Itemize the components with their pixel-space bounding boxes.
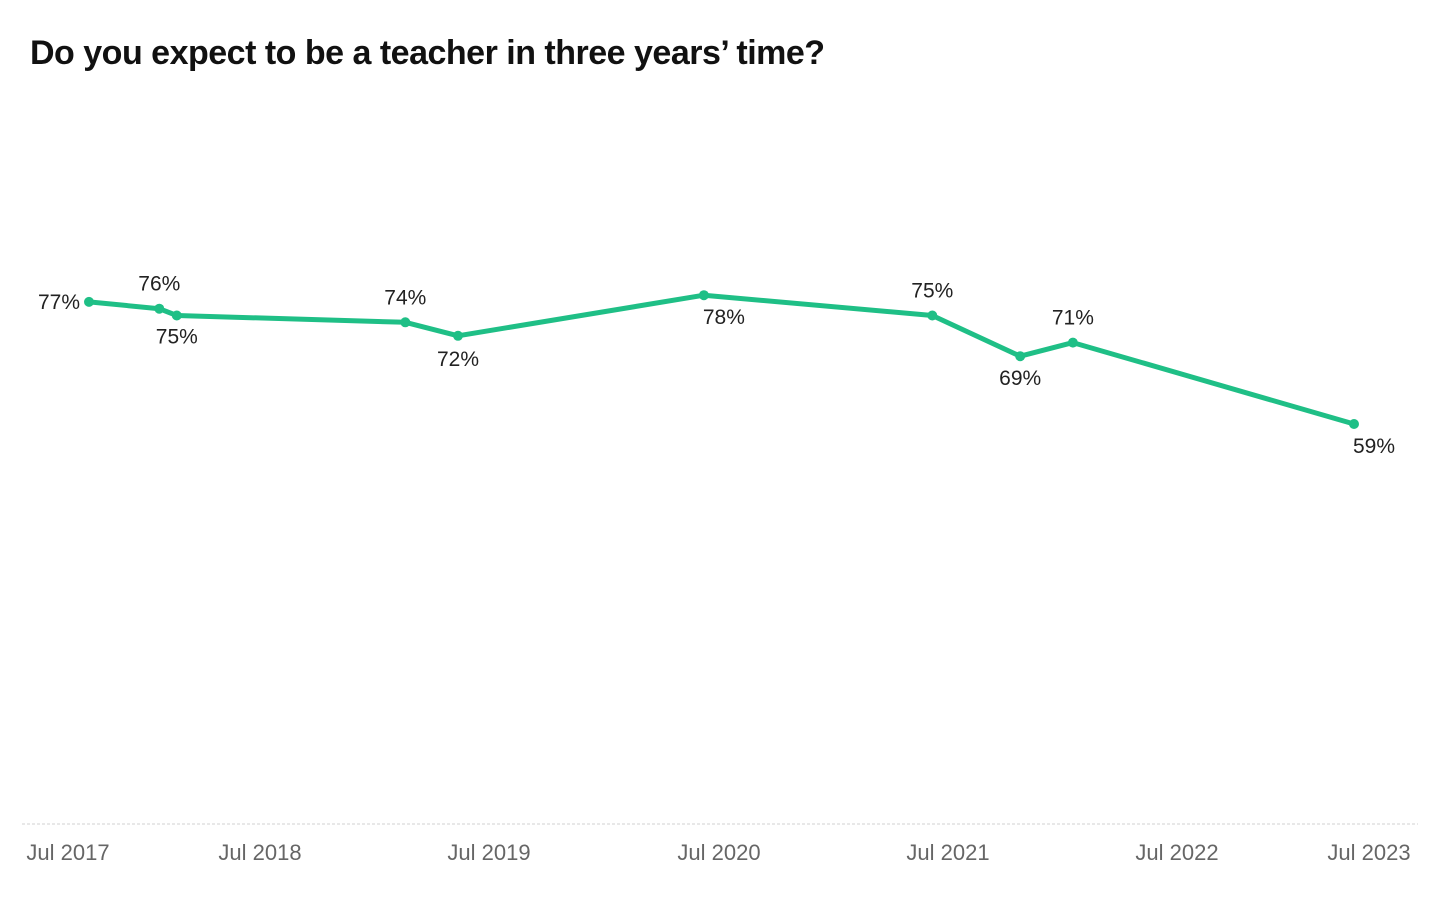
data-point xyxy=(698,290,709,301)
data-label: 59% xyxy=(1353,435,1395,458)
x-tick-label: Jul 2021 xyxy=(906,840,989,865)
chart-title: Do you expect to be a teacher in three y… xyxy=(30,34,825,72)
data-label: 74% xyxy=(384,286,426,309)
x-tick-label: Jul 2022 xyxy=(1135,840,1218,865)
data-point xyxy=(400,317,411,328)
x-tick-label: Jul 2020 xyxy=(677,840,760,865)
series-line xyxy=(86,292,1357,427)
data-point xyxy=(84,296,94,307)
data-points xyxy=(84,290,1359,429)
data-label: 77% xyxy=(38,291,80,314)
data-label: 75% xyxy=(911,280,953,303)
data-point xyxy=(1015,351,1026,362)
data-label: 69% xyxy=(999,367,1041,390)
data-point xyxy=(1349,419,1359,429)
x-tick-label: Jul 2023 xyxy=(1327,840,1410,865)
data-labels: 77% 76% 75% 74% 72% 78% 75% 69% 71% 59% xyxy=(38,273,1395,458)
data-point xyxy=(927,310,938,321)
data-label: 78% xyxy=(703,306,745,329)
x-tick-label: Jul 2019 xyxy=(447,840,530,865)
x-axis-ticks: Jul 2017 Jul 2018 Jul 2019 Jul 2020 Jul 2021… xyxy=(26,840,1410,865)
data-point xyxy=(171,310,182,321)
data-label: 72% xyxy=(437,348,479,371)
data-point xyxy=(154,303,165,314)
data-point xyxy=(453,330,463,341)
data-label: 76% xyxy=(138,273,180,296)
x-tick-label: Jul 2018 xyxy=(218,840,301,865)
data-point xyxy=(1067,337,1078,348)
x-tick-label: Jul 2017 xyxy=(26,840,109,865)
data-label: 71% xyxy=(1052,307,1094,330)
data-label: 75% xyxy=(156,326,198,349)
